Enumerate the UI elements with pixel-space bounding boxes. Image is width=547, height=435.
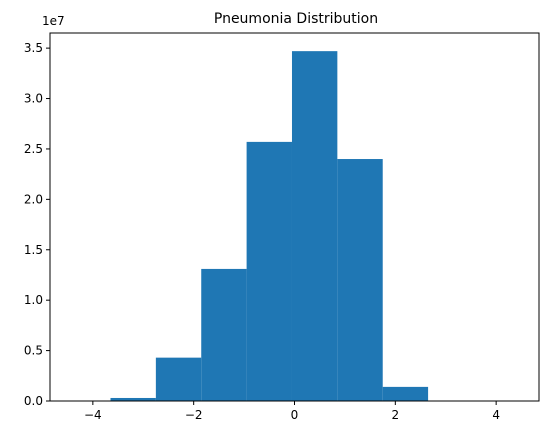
x-tick-label: −4 — [84, 408, 102, 422]
bars-layer — [110, 51, 429, 401]
y-axis-offset-label: 1e7 — [42, 14, 65, 28]
y-tick-label: 1.0 — [24, 293, 43, 307]
y-tick-label: 0.5 — [24, 344, 43, 358]
histogram-bar-1 — [110, 397, 156, 401]
y-tick-label: 3.0 — [24, 92, 43, 106]
histogram-bar-2 — [155, 357, 202, 401]
histogram-bar-3 — [201, 268, 247, 401]
y-tick-label: 2.0 — [24, 192, 43, 206]
plot-frame — [49, 32, 540, 402]
y-tick-label: 1.5 — [24, 243, 43, 257]
histogram-bar-6 — [337, 159, 383, 401]
y-tick-label: 3.5 — [24, 41, 43, 55]
y-tick-label: 0.0 — [24, 394, 43, 408]
histogram-bar-5 — [291, 51, 338, 401]
x-tick-label: 0 — [291, 408, 299, 422]
x-tick-label: 2 — [392, 408, 400, 422]
x-axis-ticks: −4 −2 0 2 4 — [84, 401, 500, 422]
y-axis-ticks: 0.0 0.5 1.0 1.5 2.0 2.5 3.0 3.5 — [24, 41, 50, 408]
histogram-bar-7 — [382, 386, 429, 401]
y-tick-label: 2.5 — [24, 142, 43, 156]
chart-title: Pneumonia Distribution — [214, 11, 378, 27]
x-tick-label: 4 — [492, 408, 500, 422]
histogram-bar-4 — [246, 141, 292, 401]
x-tick-label: −2 — [185, 408, 203, 422]
